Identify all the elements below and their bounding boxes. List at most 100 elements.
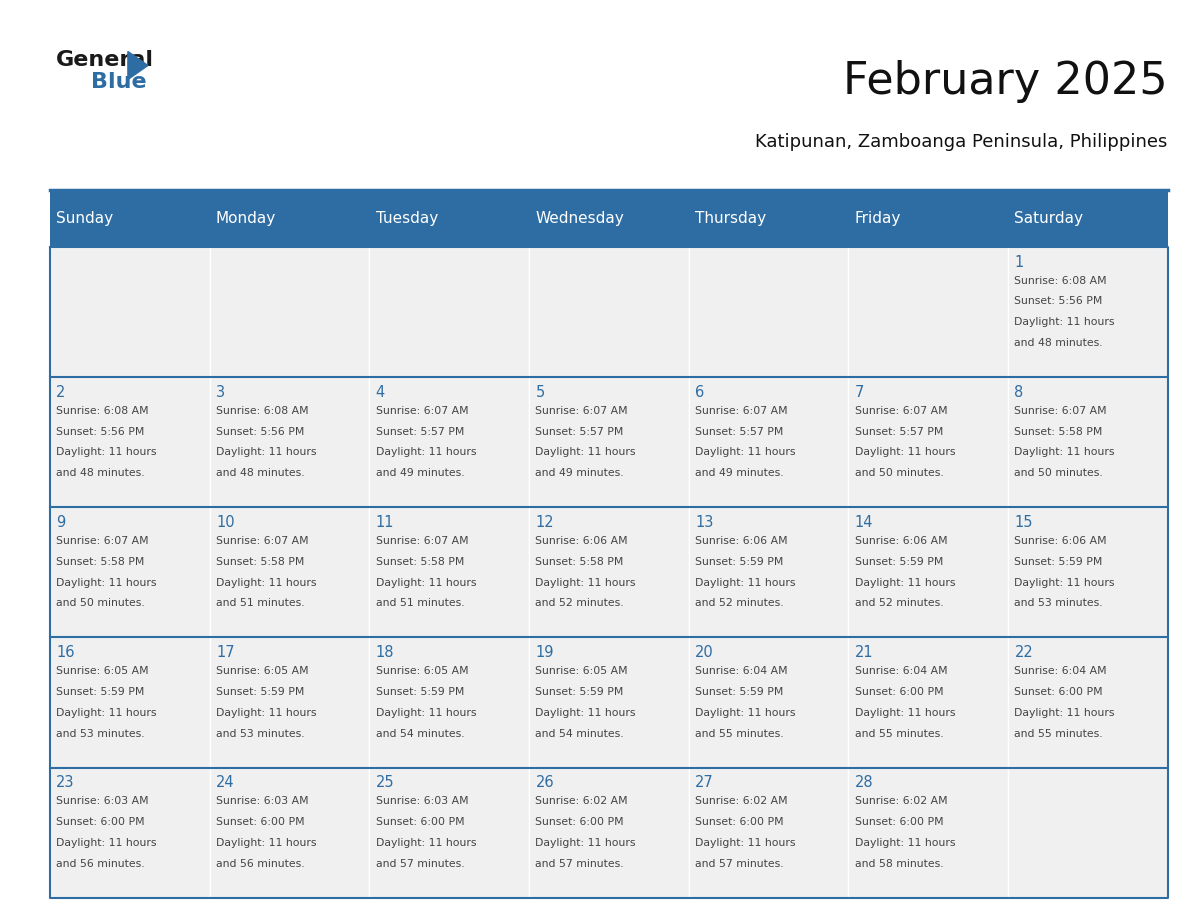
Text: Sunset: 5:59 PM: Sunset: 5:59 PM bbox=[375, 687, 465, 697]
Text: and 50 minutes.: and 50 minutes. bbox=[1015, 468, 1104, 478]
Text: 19: 19 bbox=[536, 645, 554, 660]
Text: Sunrise: 6:04 AM: Sunrise: 6:04 AM bbox=[855, 666, 947, 676]
Text: Sunset: 5:57 PM: Sunset: 5:57 PM bbox=[695, 427, 783, 437]
Text: Sunrise: 6:05 AM: Sunrise: 6:05 AM bbox=[536, 666, 628, 676]
Text: Daylight: 11 hours: Daylight: 11 hours bbox=[56, 838, 157, 848]
Text: Sunrise: 6:04 AM: Sunrise: 6:04 AM bbox=[695, 666, 788, 676]
Bar bbox=[529, 508, 689, 637]
Text: Sunset: 6:00 PM: Sunset: 6:00 PM bbox=[56, 817, 145, 827]
Bar bbox=[848, 508, 1009, 637]
Text: Sunrise: 6:02 AM: Sunrise: 6:02 AM bbox=[536, 796, 628, 806]
Text: Sunrise: 6:05 AM: Sunrise: 6:05 AM bbox=[375, 666, 468, 676]
Text: Sunrise: 6:02 AM: Sunrise: 6:02 AM bbox=[855, 796, 947, 806]
Text: Sunrise: 6:03 AM: Sunrise: 6:03 AM bbox=[375, 796, 468, 806]
Text: and 56 minutes.: and 56 minutes. bbox=[56, 858, 145, 868]
Text: and 51 minutes.: and 51 minutes. bbox=[216, 599, 304, 609]
Text: Sunset: 5:58 PM: Sunset: 5:58 PM bbox=[56, 556, 145, 566]
Bar bbox=[689, 767, 848, 898]
Bar bbox=[50, 637, 209, 767]
Text: Sunrise: 6:07 AM: Sunrise: 6:07 AM bbox=[695, 406, 788, 416]
Text: Monday: Monday bbox=[216, 211, 277, 226]
Text: Sunrise: 6:08 AM: Sunrise: 6:08 AM bbox=[56, 406, 148, 416]
Text: Sunrise: 6:06 AM: Sunrise: 6:06 AM bbox=[1015, 536, 1107, 546]
Text: Daylight: 11 hours: Daylight: 11 hours bbox=[536, 838, 636, 848]
Text: Daylight: 11 hours: Daylight: 11 hours bbox=[56, 447, 157, 457]
Text: and 52 minutes.: and 52 minutes. bbox=[536, 599, 624, 609]
Text: 7: 7 bbox=[855, 385, 864, 400]
Text: Sunset: 5:59 PM: Sunset: 5:59 PM bbox=[1015, 556, 1102, 566]
Bar bbox=[209, 767, 369, 898]
Text: Daylight: 11 hours: Daylight: 11 hours bbox=[855, 838, 955, 848]
Text: and 49 minutes.: and 49 minutes. bbox=[375, 468, 465, 478]
Text: Sunrise: 6:07 AM: Sunrise: 6:07 AM bbox=[375, 406, 468, 416]
Text: Daylight: 11 hours: Daylight: 11 hours bbox=[536, 447, 636, 457]
Text: 24: 24 bbox=[216, 776, 234, 790]
Bar bbox=[529, 377, 689, 508]
Text: Sunset: 5:58 PM: Sunset: 5:58 PM bbox=[536, 556, 624, 566]
Text: Sunrise: 6:08 AM: Sunrise: 6:08 AM bbox=[216, 406, 309, 416]
Text: Daylight: 11 hours: Daylight: 11 hours bbox=[375, 577, 476, 588]
Text: Daylight: 11 hours: Daylight: 11 hours bbox=[216, 838, 316, 848]
Text: Sunset: 6:00 PM: Sunset: 6:00 PM bbox=[536, 817, 624, 827]
Text: Sunday: Sunday bbox=[56, 211, 113, 226]
Text: Sunset: 6:00 PM: Sunset: 6:00 PM bbox=[695, 817, 784, 827]
Text: 6: 6 bbox=[695, 385, 704, 400]
Text: and 57 minutes.: and 57 minutes. bbox=[375, 858, 465, 868]
Text: Daylight: 11 hours: Daylight: 11 hours bbox=[1015, 577, 1116, 588]
Text: and 49 minutes.: and 49 minutes. bbox=[536, 468, 624, 478]
Text: Sunrise: 6:07 AM: Sunrise: 6:07 AM bbox=[536, 406, 628, 416]
Text: Wednesday: Wednesday bbox=[536, 211, 624, 226]
Text: Sunset: 5:56 PM: Sunset: 5:56 PM bbox=[56, 427, 145, 437]
Bar bbox=[529, 767, 689, 898]
Bar bbox=[1009, 377, 1168, 508]
Bar bbox=[209, 247, 369, 377]
Bar bbox=[50, 247, 209, 377]
Bar bbox=[848, 247, 1009, 377]
Text: Sunset: 6:00 PM: Sunset: 6:00 PM bbox=[1015, 687, 1104, 697]
Text: 27: 27 bbox=[695, 776, 714, 790]
Bar bbox=[1009, 247, 1168, 377]
Bar bbox=[369, 247, 529, 377]
Text: Blue: Blue bbox=[91, 73, 146, 93]
Text: Daylight: 11 hours: Daylight: 11 hours bbox=[56, 577, 157, 588]
Bar bbox=[1009, 767, 1168, 898]
Text: Daylight: 11 hours: Daylight: 11 hours bbox=[855, 708, 955, 718]
Text: and 52 minutes.: and 52 minutes. bbox=[855, 599, 943, 609]
Bar bbox=[50, 377, 209, 508]
Text: and 53 minutes.: and 53 minutes. bbox=[56, 729, 145, 739]
Text: 22: 22 bbox=[1015, 645, 1034, 660]
Text: Daylight: 11 hours: Daylight: 11 hours bbox=[216, 447, 316, 457]
Text: 1: 1 bbox=[1015, 255, 1024, 270]
Text: Sunset: 5:59 PM: Sunset: 5:59 PM bbox=[855, 556, 943, 566]
Text: Sunset: 5:58 PM: Sunset: 5:58 PM bbox=[1015, 427, 1102, 437]
Text: Daylight: 11 hours: Daylight: 11 hours bbox=[1015, 447, 1116, 457]
Text: Sunrise: 6:04 AM: Sunrise: 6:04 AM bbox=[1015, 666, 1107, 676]
Text: Sunset: 5:59 PM: Sunset: 5:59 PM bbox=[216, 687, 304, 697]
Bar bbox=[369, 508, 529, 637]
Text: and 55 minutes.: and 55 minutes. bbox=[695, 729, 784, 739]
Text: 12: 12 bbox=[536, 515, 554, 530]
Bar bbox=[529, 637, 689, 767]
Text: and 56 minutes.: and 56 minutes. bbox=[216, 858, 304, 868]
Text: Daylight: 11 hours: Daylight: 11 hours bbox=[375, 708, 476, 718]
Text: Saturday: Saturday bbox=[1015, 211, 1083, 226]
Polygon shape bbox=[128, 51, 147, 80]
Text: Daylight: 11 hours: Daylight: 11 hours bbox=[855, 577, 955, 588]
Text: 23: 23 bbox=[56, 776, 75, 790]
Text: Daylight: 11 hours: Daylight: 11 hours bbox=[695, 838, 796, 848]
Text: and 48 minutes.: and 48 minutes. bbox=[216, 468, 304, 478]
Text: Sunrise: 6:07 AM: Sunrise: 6:07 AM bbox=[855, 406, 947, 416]
Text: 26: 26 bbox=[536, 776, 554, 790]
Text: Sunset: 5:59 PM: Sunset: 5:59 PM bbox=[695, 556, 783, 566]
Bar bbox=[50, 508, 209, 637]
Text: Sunset: 5:56 PM: Sunset: 5:56 PM bbox=[1015, 297, 1102, 307]
Bar bbox=[848, 767, 1009, 898]
Text: Sunset: 5:57 PM: Sunset: 5:57 PM bbox=[855, 427, 943, 437]
Text: Daylight: 11 hours: Daylight: 11 hours bbox=[1015, 708, 1116, 718]
Bar bbox=[1009, 637, 1168, 767]
Text: and 53 minutes.: and 53 minutes. bbox=[1015, 599, 1104, 609]
Bar bbox=[689, 508, 848, 637]
Text: Daylight: 11 hours: Daylight: 11 hours bbox=[536, 577, 636, 588]
Text: 21: 21 bbox=[855, 645, 873, 660]
Text: and 49 minutes.: and 49 minutes. bbox=[695, 468, 784, 478]
